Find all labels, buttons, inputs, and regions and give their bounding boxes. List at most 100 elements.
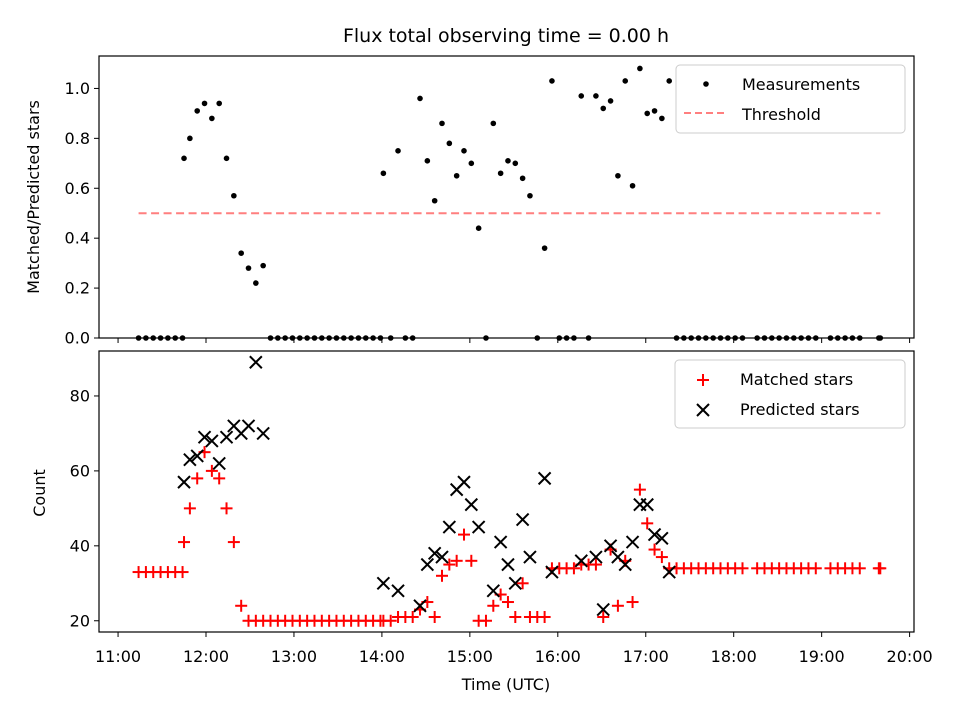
predicted-star-point <box>435 550 449 564</box>
bottom-x-tick-label: 16:00 <box>535 647 581 666</box>
measurement-point <box>362 335 369 341</box>
predicted-star-point <box>574 554 588 568</box>
bottom-y-tick-label: 20 <box>70 611 90 630</box>
predicted-star-point <box>241 419 256 433</box>
measurement-point <box>805 335 812 341</box>
predicted-star-point <box>256 426 270 441</box>
measurement-point <box>541 245 548 251</box>
measurement-point <box>424 158 431 164</box>
measurement-point <box>150 335 157 341</box>
measurement-point <box>395 148 401 154</box>
chart-title: Flux total observing time = 0.00 h <box>343 25 669 47</box>
bottom-x-tick-label: 13:00 <box>271 647 317 666</box>
matched-star-point <box>213 472 226 485</box>
predicted-star-point <box>457 475 471 489</box>
measurement-point <box>453 172 460 179</box>
predicted-star-point <box>183 452 197 467</box>
legend-marker-predicted <box>696 403 710 417</box>
measurement-point <box>651 108 658 114</box>
bottom-x-tick-label: 19:00 <box>799 647 845 666</box>
predicted-star-point <box>596 602 610 617</box>
measurement-point <box>571 335 577 341</box>
bottom-x-axis: 11:00 12:00 13:00 14:00 15:00 16:00 17:00 18:00… <box>95 632 933 666</box>
measurement-point <box>475 225 482 231</box>
measurement-point <box>695 335 702 341</box>
matched-star-point <box>205 464 218 477</box>
measurement-point <box>468 160 475 167</box>
measurement-point <box>578 93 585 99</box>
legend-label-threshold: Threshold <box>741 105 821 124</box>
measurement-point <box>593 93 599 99</box>
measurement-point <box>856 335 863 341</box>
measurement-point <box>776 335 782 341</box>
measurement-point <box>282 335 288 341</box>
measurement-point <box>512 160 519 167</box>
measurement-point <box>387 335 394 341</box>
measurement-point <box>877 335 884 341</box>
measurement-point <box>181 155 187 162</box>
matched-star-point <box>597 611 610 624</box>
measurement-point <box>409 335 416 341</box>
top-legend: Measurements Threshold <box>675 64 906 134</box>
measurement-point <box>231 192 237 199</box>
measurement-point <box>732 335 738 341</box>
measurement-point <box>563 335 570 341</box>
measurement-point <box>615 172 621 179</box>
measurement-point <box>179 335 186 341</box>
measurement-point <box>377 335 384 341</box>
measurement-point <box>157 335 164 341</box>
measurement-point <box>659 115 665 122</box>
predicted-star-point <box>420 557 435 572</box>
measurement-point <box>673 335 680 341</box>
measurement-point <box>585 335 592 341</box>
measurement-point <box>209 115 215 122</box>
measurement-point <box>849 335 856 341</box>
measurement-point <box>637 65 643 72</box>
measurement-point <box>370 335 376 341</box>
top-y-axis-title: Matched/Predicted stars <box>24 100 43 294</box>
measurement-point <box>275 335 281 341</box>
predicted-star-point <box>427 546 442 561</box>
matched-star-point <box>589 558 602 571</box>
bottom-x-tick-label: 18:00 <box>711 647 757 666</box>
predicted-star-point <box>501 557 515 572</box>
matched-star-point <box>641 517 654 530</box>
bottom-x-tick-label: 15:00 <box>447 647 493 666</box>
measurement-point <box>253 280 259 286</box>
measurement-point <box>717 335 724 341</box>
measurement-point <box>783 335 790 341</box>
bottom-y-axis: 20 40 60 80 <box>70 386 99 630</box>
measurement-point <box>402 335 409 341</box>
matched-star-point <box>176 566 189 579</box>
measurement-point <box>791 335 797 341</box>
predicted-star-point <box>442 520 457 534</box>
legend-label-measurements: Measurements <box>742 75 860 94</box>
measurement-point <box>439 120 445 127</box>
measurement-point <box>194 108 201 114</box>
predicted-star-point <box>603 539 618 553</box>
measurement-point <box>761 335 768 341</box>
predicted-star-point <box>640 497 654 512</box>
predicted-star-point <box>471 520 486 534</box>
measurement-point <box>549 78 555 84</box>
top-plot-area <box>135 65 884 341</box>
top-y-tick-label: 0.8 <box>65 129 90 148</box>
matched-star-point <box>235 599 248 612</box>
measurement-point <box>267 335 274 341</box>
bottom-x-tick-label: 12:00 <box>183 647 229 666</box>
measurement-point <box>446 140 453 147</box>
matched-star-point <box>487 599 500 612</box>
measurement-point <box>710 335 716 341</box>
top-legend-box <box>675 64 906 134</box>
measurement-point <box>666 78 673 84</box>
matched-star-point <box>538 611 551 624</box>
measurement-point <box>490 120 497 127</box>
bottom-x-tick-label: 17:00 <box>623 647 669 666</box>
predicted-star-point <box>515 512 530 527</box>
matched-star-point <box>443 558 456 571</box>
bottom-y-tick-label: 80 <box>70 386 90 405</box>
measurement-point <box>216 100 222 107</box>
predicted-star-point <box>589 550 603 564</box>
measurement-point <box>527 192 533 199</box>
top-y-tick-label: 0.0 <box>65 329 90 348</box>
